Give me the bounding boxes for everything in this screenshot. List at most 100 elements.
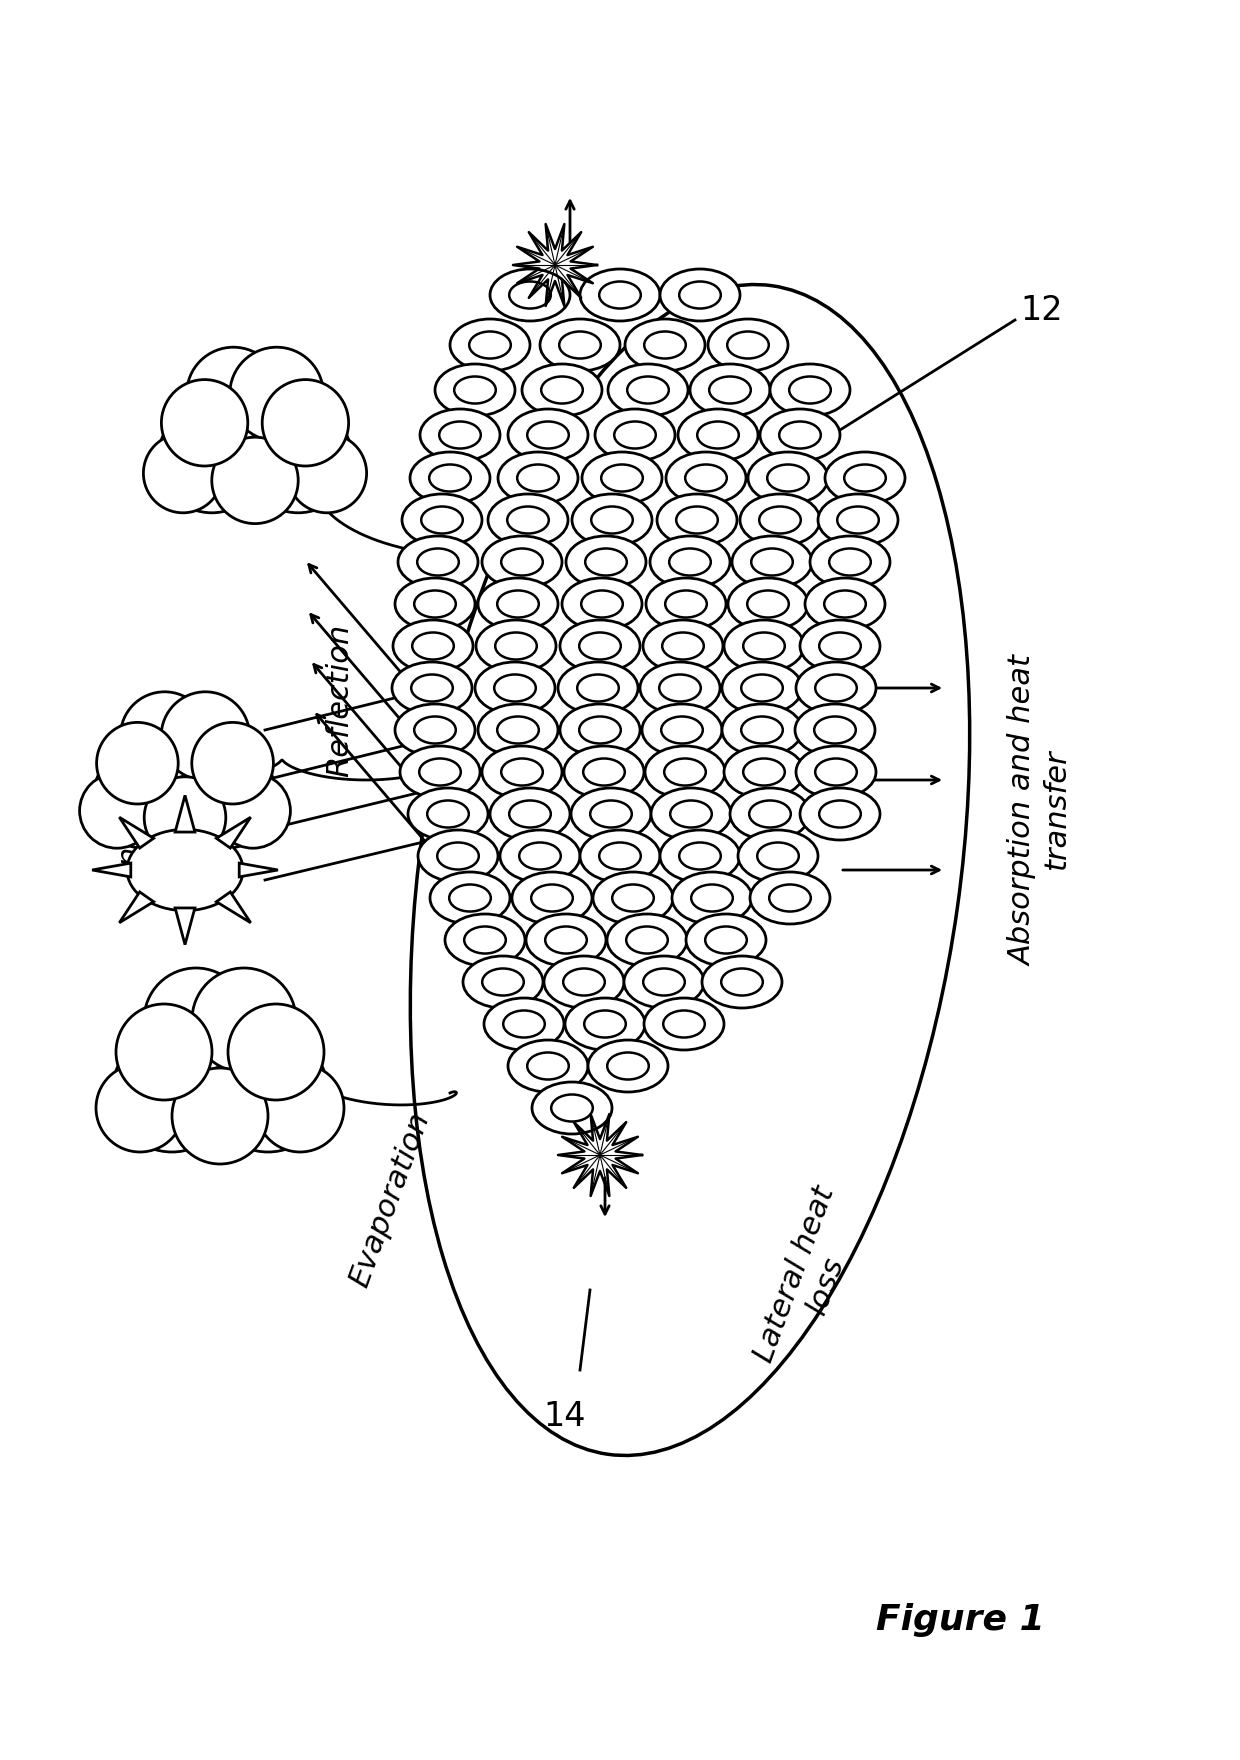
Ellipse shape [396,704,475,757]
Ellipse shape [818,495,898,546]
Text: 12: 12 [1021,294,1063,327]
Ellipse shape [796,746,875,797]
Ellipse shape [796,662,875,715]
Ellipse shape [475,662,556,715]
Circle shape [144,968,248,1072]
Circle shape [120,692,208,780]
Circle shape [255,1065,343,1153]
Ellipse shape [498,452,578,503]
Ellipse shape [435,364,515,415]
Circle shape [228,1003,324,1100]
Ellipse shape [476,620,556,672]
Ellipse shape [740,495,820,546]
Ellipse shape [398,537,477,588]
Ellipse shape [522,364,601,415]
Ellipse shape [477,577,558,630]
Polygon shape [175,796,195,832]
Ellipse shape [732,537,812,588]
Ellipse shape [657,495,737,546]
Circle shape [208,1031,329,1153]
Polygon shape [216,817,250,848]
Ellipse shape [646,577,725,630]
Ellipse shape [686,913,766,966]
Ellipse shape [651,788,732,840]
Ellipse shape [560,620,640,672]
Circle shape [184,357,327,502]
Polygon shape [92,862,130,876]
Ellipse shape [126,829,243,910]
Ellipse shape [825,452,905,503]
Circle shape [229,347,324,440]
Ellipse shape [580,269,660,320]
Ellipse shape [810,537,890,588]
Ellipse shape [624,956,704,1008]
Circle shape [97,722,179,804]
Circle shape [192,968,296,1072]
Ellipse shape [500,831,580,882]
Ellipse shape [463,956,543,1008]
Text: Absorption and heat
transfer: Absorption and heat transfer [1008,655,1071,966]
Ellipse shape [708,319,787,371]
Polygon shape [175,908,195,945]
Ellipse shape [477,704,558,757]
Text: Evaporation: Evaporation [345,1109,435,1292]
Circle shape [244,405,352,512]
Ellipse shape [558,662,639,715]
Ellipse shape [392,662,472,715]
Ellipse shape [489,495,568,546]
Ellipse shape [532,1082,613,1133]
Ellipse shape [490,788,570,840]
Circle shape [212,436,298,524]
Ellipse shape [640,662,720,715]
Ellipse shape [730,788,810,840]
Ellipse shape [484,998,564,1051]
Ellipse shape [678,408,758,461]
Ellipse shape [724,620,804,672]
Circle shape [112,1031,232,1153]
Polygon shape [216,892,250,922]
Circle shape [175,746,277,848]
Ellipse shape [728,577,808,630]
Ellipse shape [482,746,562,797]
Ellipse shape [805,577,885,630]
Circle shape [79,773,155,848]
Text: Insolation: Insolation [115,725,145,875]
Ellipse shape [572,495,652,546]
Text: 14: 14 [544,1399,587,1433]
Ellipse shape [770,364,849,415]
Ellipse shape [689,364,770,415]
Ellipse shape [408,788,489,840]
Ellipse shape [595,408,675,461]
Ellipse shape [570,788,651,840]
Ellipse shape [396,577,475,630]
Ellipse shape [562,577,642,630]
Ellipse shape [508,1040,588,1091]
Ellipse shape [608,913,687,966]
Ellipse shape [748,452,828,503]
Polygon shape [119,817,154,848]
Ellipse shape [644,998,724,1051]
Ellipse shape [722,704,802,757]
Ellipse shape [420,408,500,461]
Ellipse shape [508,408,588,461]
Ellipse shape [560,704,640,757]
Ellipse shape [490,269,570,320]
Ellipse shape [644,620,723,672]
Ellipse shape [430,871,510,924]
Circle shape [95,1065,184,1153]
Ellipse shape [445,913,525,966]
Ellipse shape [402,495,482,546]
Ellipse shape [582,452,662,503]
Circle shape [117,702,253,838]
Ellipse shape [625,319,706,371]
Ellipse shape [418,831,498,882]
Ellipse shape [642,704,722,757]
Circle shape [186,347,280,440]
Ellipse shape [526,913,606,966]
Ellipse shape [512,871,591,924]
Ellipse shape [795,704,875,757]
Circle shape [161,380,248,466]
Circle shape [144,433,223,512]
Ellipse shape [608,364,688,415]
Ellipse shape [544,956,624,1008]
